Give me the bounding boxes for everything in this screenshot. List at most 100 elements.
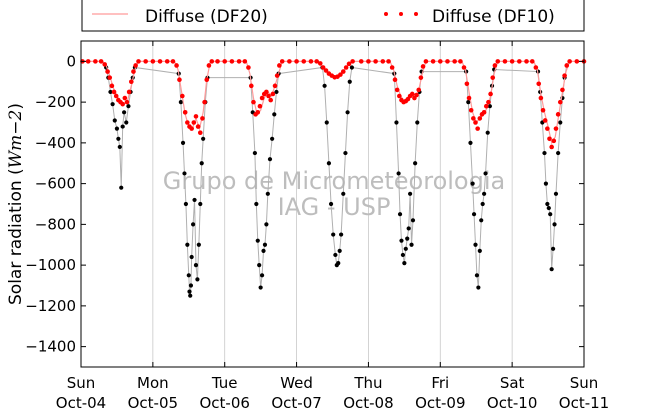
series-global-point-74 bbox=[399, 238, 404, 243]
y-axis: 0 −200 −400 −600 −800 −1000 −1200 −1400 bbox=[25, 52, 584, 356]
x-tick-day-3: Wed bbox=[280, 374, 313, 392]
series-df10-point-15 bbox=[126, 89, 132, 95]
series-global-point-98 bbox=[482, 191, 487, 196]
series-df10-point-22 bbox=[157, 59, 163, 64]
y-tick-label-5: −1000 bbox=[25, 256, 76, 274]
series-df10-point-35 bbox=[197, 130, 203, 135]
series-global-point-25 bbox=[188, 283, 194, 288]
series-global-point-107 bbox=[542, 150, 547, 156]
series-df10-point-96 bbox=[416, 87, 422, 93]
series-global-point-64 bbox=[339, 232, 344, 237]
series-global-point-10 bbox=[122, 110, 127, 115]
series-df10-point-69 bbox=[323, 68, 329, 73]
series-df10-point-63 bbox=[294, 59, 299, 64]
series-df10-point-47 bbox=[249, 83, 254, 89]
series-df10-point-41 bbox=[215, 59, 220, 64]
x-axis: Sun Oct-04 Mon Oct-05 Tue Oct-06 Wed Oct-07 Thu O… bbox=[56, 41, 609, 409]
series-df10-point-77 bbox=[346, 61, 352, 67]
series-global-point-114 bbox=[552, 222, 557, 227]
series-global-point-11 bbox=[124, 120, 129, 125]
series-global-point-62 bbox=[336, 260, 341, 266]
series-global-point-101 bbox=[487, 104, 492, 109]
series-global-point-90 bbox=[470, 181, 475, 186]
series-df10-point-125 bbox=[529, 59, 535, 64]
series-global-point-20 bbox=[183, 201, 189, 207]
series-global-point-69 bbox=[349, 65, 355, 70]
series-global-point-83 bbox=[413, 161, 418, 166]
series-df10-point-138 bbox=[560, 87, 565, 93]
series-global-point-109 bbox=[545, 201, 550, 207]
x-tick-date-4: Oct-08 bbox=[343, 394, 393, 409]
series-global-point-6 bbox=[116, 136, 121, 141]
series-df10-point-142 bbox=[574, 59, 580, 64]
series-global-point-19 bbox=[182, 171, 187, 176]
series-df10-point-57 bbox=[270, 91, 276, 97]
series-df10-point-129 bbox=[540, 107, 546, 113]
series-df10-point-48 bbox=[251, 99, 256, 105]
series-global-point-22 bbox=[186, 273, 191, 278]
series-df10-point-100 bbox=[430, 59, 436, 64]
watermark-line-2: IAG - USP bbox=[278, 193, 391, 221]
series-df10-point-76 bbox=[343, 65, 349, 70]
series-global-point-82 bbox=[410, 218, 416, 223]
series-df10-point-6 bbox=[107, 75, 113, 80]
y-tick-label-4: −800 bbox=[35, 215, 76, 233]
series-global-point-32 bbox=[198, 201, 203, 207]
series-df10-point-124 bbox=[524, 59, 529, 64]
y-axis-label-prefix: Solar radiation ( bbox=[6, 168, 26, 305]
series-df10-point-127 bbox=[536, 81, 542, 87]
series-global-point-57 bbox=[326, 161, 332, 166]
series-df10-point-99 bbox=[423, 59, 429, 64]
series-df10-group bbox=[80, 59, 587, 150]
series-global-point-84 bbox=[415, 120, 420, 125]
series-global-point-39 bbox=[252, 150, 257, 156]
series-global-point-27 bbox=[190, 222, 196, 227]
series-global-point-18 bbox=[180, 140, 186, 145]
x-tick-date-3: Oct-07 bbox=[271, 394, 321, 409]
series-global-point-76 bbox=[402, 260, 407, 266]
series-global-point-60 bbox=[333, 252, 338, 258]
series-df10-point-44 bbox=[236, 59, 242, 64]
y-tick-label-3: −600 bbox=[35, 175, 76, 193]
y-tick-label-1: −200 bbox=[35, 93, 76, 111]
series-df10-point-42 bbox=[222, 59, 228, 64]
series-global-point-113 bbox=[551, 246, 556, 251]
series-df10-point-54 bbox=[264, 89, 269, 95]
series-df10-point-24 bbox=[170, 59, 176, 64]
x-tick-date-6: Oct-10 bbox=[487, 394, 537, 409]
series-global-point-112 bbox=[549, 267, 554, 272]
series-df10-point-64 bbox=[301, 59, 307, 64]
watermark-line-1: Grupo de Micrometeorologia bbox=[163, 167, 505, 195]
series-global-point-77 bbox=[403, 246, 408, 251]
series-df10-point-40 bbox=[209, 59, 215, 64]
series-df10-point-85 bbox=[392, 77, 398, 83]
x-tick-day-4: Thu bbox=[353, 374, 382, 392]
series-global-point-56 bbox=[324, 120, 329, 125]
series-df10-point-120 bbox=[495, 59, 501, 64]
series-df10-point-110 bbox=[473, 120, 478, 125]
x-tick-day-1: Mon bbox=[137, 374, 169, 392]
series-df10-point-5 bbox=[105, 69, 110, 74]
series-global-point-44 bbox=[259, 273, 265, 278]
series-df10-point-136 bbox=[555, 112, 561, 117]
y-axis-label-exponent: −2 bbox=[6, 110, 26, 135]
series-global-point-108 bbox=[543, 181, 549, 186]
series-df10-point-13 bbox=[122, 95, 128, 101]
series-global-point-28 bbox=[192, 197, 197, 203]
series-global-point-51 bbox=[272, 112, 277, 117]
series-global-point-42 bbox=[257, 263, 262, 268]
series-df10-point-55 bbox=[266, 93, 271, 99]
series-df10-point-108 bbox=[468, 107, 474, 113]
series-global-point-100 bbox=[485, 130, 490, 135]
series-df10-point-114 bbox=[481, 110, 487, 115]
series-df10-point-31 bbox=[189, 126, 194, 131]
series-df10-point-83 bbox=[386, 59, 391, 64]
series-df10-point-105 bbox=[461, 65, 467, 70]
series-df10-point-97 bbox=[418, 75, 424, 80]
x-tick-day-0: Sun bbox=[67, 374, 96, 392]
x-tick-day-2: Tue bbox=[211, 374, 238, 392]
series-df10-point-130 bbox=[542, 118, 548, 123]
series-global-point-72 bbox=[396, 171, 401, 176]
series-global-point-79 bbox=[406, 226, 411, 231]
series-df10-point-78 bbox=[350, 59, 355, 64]
